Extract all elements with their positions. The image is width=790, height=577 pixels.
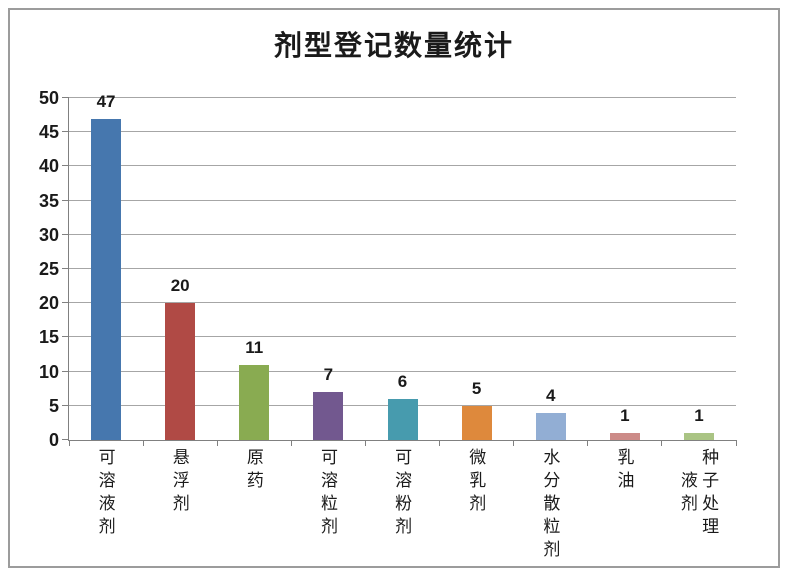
- gridline: [69, 233, 736, 235]
- y-tick-mark: [62, 336, 69, 338]
- bar: [313, 392, 344, 440]
- x-category-label: 原药: [243, 448, 263, 494]
- bar-value-label: 4: [545, 385, 556, 405]
- x-category-label: 悬浮剂: [169, 448, 189, 517]
- x-axis-labels: 可溶液剂 悬浮剂 原药 可溶粒剂 可溶粉剂 微乳剂 水分散粒剂 乳油 种子处理 液剂: [68, 448, 735, 572]
- x-category-label: 微乳剂: [466, 448, 486, 517]
- x-category-cell: 种子处理 液剂: [661, 448, 735, 572]
- gridline: [69, 199, 736, 201]
- x-tick-mark: [735, 440, 737, 446]
- x-tick-mark: [142, 440, 144, 446]
- x-category-label: 乳油: [614, 448, 634, 494]
- y-tick-mark: [62, 439, 69, 440]
- bar: [683, 433, 714, 440]
- bar: [165, 303, 196, 440]
- y-tick-label: 50: [38, 88, 59, 108]
- gridline: [69, 336, 736, 338]
- y-tick-mark: [62, 97, 69, 98]
- gridline: [69, 165, 736, 167]
- x-category-label: 可溶粒剂: [318, 448, 337, 540]
- bar-value-label: 5: [471, 378, 482, 398]
- y-tick-mark: [62, 165, 69, 167]
- x-category-cell: 可溶粒剂: [290, 448, 364, 572]
- y-tick-mark: [62, 199, 69, 201]
- y-tick-mark: [62, 370, 69, 372]
- x-tick-mark: [661, 440, 663, 446]
- x-category-cell: 悬浮剂: [142, 448, 216, 572]
- x-tick-mark: [216, 440, 218, 446]
- x-category-label: 种子处理 液剂: [677, 448, 719, 540]
- y-tick-label: 20: [38, 293, 59, 314]
- bar-value-label: 7: [323, 365, 334, 385]
- x-category-cell: 可溶粉剂: [364, 448, 438, 572]
- bar-value-label: 47: [96, 91, 116, 111]
- bar: [461, 405, 492, 440]
- y-tick-mark: [62, 131, 69, 133]
- y-tick-label: 45: [38, 122, 59, 143]
- y-tick-label: 15: [38, 327, 59, 348]
- x-tick-mark: [513, 440, 515, 446]
- bar-value-label: 1: [694, 406, 704, 426]
- x-tick-mark: [587, 440, 589, 446]
- x-tick-mark: [439, 440, 441, 446]
- gridline: [69, 131, 736, 133]
- y-tick-label: 35: [38, 190, 59, 211]
- bar-value-label: 11: [245, 337, 264, 357]
- y-tick-label: 30: [38, 224, 59, 245]
- x-tick-mark: [68, 440, 70, 446]
- x-tick-mark: [290, 440, 292, 446]
- bar: [535, 412, 566, 440]
- x-category-cell: 微乳剂: [439, 448, 513, 572]
- x-category-cell: 水分散粒剂: [513, 448, 587, 572]
- bar-value-label: 6: [397, 371, 408, 391]
- gridline: [69, 302, 736, 304]
- bar: [609, 433, 640, 440]
- y-tick-label: 0: [48, 430, 59, 450]
- y-tick-label: 40: [38, 156, 59, 177]
- x-category-cell: 乳油: [587, 448, 661, 572]
- x-category-label: 可溶粉剂: [392, 448, 412, 540]
- y-tick-mark: [62, 268, 69, 269]
- x-category-cell: 原药: [216, 448, 290, 572]
- gridline: [69, 370, 736, 372]
- x-category-label: 水分散粒剂: [540, 448, 560, 563]
- y-tick-label: 5: [48, 395, 59, 416]
- gridline: [69, 97, 736, 98]
- chart-frame: 剂型登记数量统计 0 5 10 15 20 25 30 35 40 45 50 47 20 11 7 6 5 4 1…: [8, 8, 780, 568]
- y-tick-label: 25: [38, 259, 59, 279]
- y-tick-mark: [62, 302, 69, 304]
- x-category-label: 可溶液剂: [95, 448, 115, 540]
- bar: [91, 118, 122, 440]
- chart-title: 剂型登记数量统计: [273, 31, 514, 62]
- bar: [239, 364, 270, 440]
- bar: [387, 398, 418, 440]
- x-tick-mark: [364, 440, 366, 446]
- bar-value-label: 1: [620, 406, 630, 426]
- y-tick-label: 10: [38, 361, 59, 382]
- x-category-cell: 可溶液剂: [68, 448, 142, 572]
- y-tick-mark: [62, 404, 69, 406]
- bar-value-label: 20: [170, 276, 190, 296]
- gridline: [69, 268, 736, 269]
- y-tick-mark: [62, 233, 69, 235]
- plot-area: 0 5 10 15 20 25 30 35 40 45 50 47 20 11 7 6 5 4 1 1: [39, 88, 737, 450]
